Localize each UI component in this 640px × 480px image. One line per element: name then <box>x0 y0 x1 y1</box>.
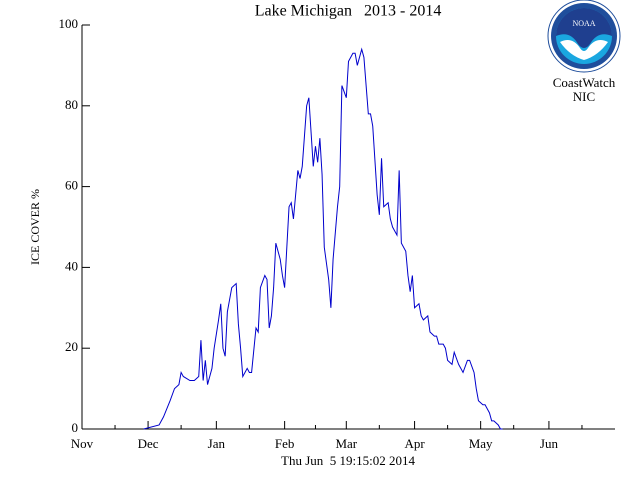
x-tick-label: Dec <box>138 436 159 451</box>
y-tick-label: 0 <box>72 420 79 435</box>
y-tick-label: 80 <box>65 97 78 112</box>
x-tick-label: Apr <box>404 436 425 451</box>
y-tick-label: 60 <box>65 178 78 193</box>
y-tick-label: 20 <box>65 339 78 354</box>
x-tick-label: Feb <box>275 436 295 451</box>
ice-cover-line <box>143 47 503 430</box>
y-axis-label: ICE COVER % <box>28 189 42 265</box>
noaa-logo: NOAA <box>547 0 621 73</box>
x-tick-label: Jan <box>208 436 226 451</box>
x-tick-label: Mar <box>335 436 357 451</box>
logo-badge: NOAA <box>572 19 595 28</box>
logo-text: CoastWatch <box>553 75 616 90</box>
chart-subtitle: Thu Jun 5 19:15:02 2014 <box>281 453 415 468</box>
y-tick-label: 100 <box>59 16 79 31</box>
x-tick-label: May <box>469 436 493 451</box>
y-tick-label: 40 <box>65 258 78 273</box>
x-tick-label: Nov <box>71 436 94 451</box>
x-tick-label: Jun <box>540 436 559 451</box>
chart-title: Lake Michigan 2013 - 2014 <box>255 3 442 20</box>
logo-text: NIC <box>573 89 595 104</box>
